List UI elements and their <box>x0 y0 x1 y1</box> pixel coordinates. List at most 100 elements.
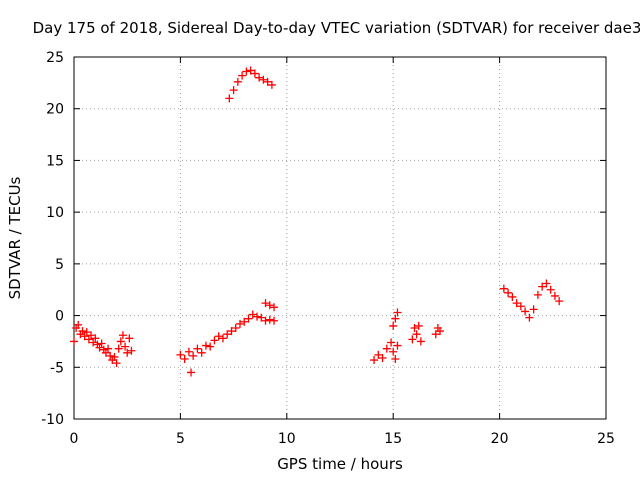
data-point <box>218 334 227 343</box>
data-point <box>193 344 202 353</box>
data-point <box>538 282 547 291</box>
data-point <box>197 348 206 357</box>
data-point <box>233 77 242 86</box>
data-point <box>516 302 525 311</box>
data-point <box>261 299 270 308</box>
data-point <box>270 303 279 312</box>
data-point <box>206 342 215 351</box>
data-point <box>499 284 508 293</box>
data-point <box>370 356 379 365</box>
data-point <box>263 77 272 86</box>
data-point <box>104 344 113 353</box>
y-tick-label: 25 <box>46 50 64 66</box>
data-point <box>82 328 91 337</box>
y-tick-label: 10 <box>46 205 64 221</box>
series-pass-9 <box>431 323 445 339</box>
y-tick-label: -5 <box>50 360 64 376</box>
data-point <box>374 350 383 359</box>
data-point <box>391 314 400 323</box>
data-point <box>225 94 234 103</box>
series-pass-8 <box>408 321 425 346</box>
x-tick-label: 5 <box>176 431 185 447</box>
data-point <box>408 335 417 344</box>
data-point <box>112 359 121 368</box>
data-point <box>533 290 542 299</box>
data-point <box>416 337 425 346</box>
plot-frame <box>73 56 607 420</box>
data-point <box>550 291 559 300</box>
chart-title: Day 175 of 2018, Sidereal Day-to-day VTE… <box>33 19 640 37</box>
data-point <box>265 315 274 324</box>
data-point <box>387 338 396 347</box>
data-point <box>412 330 421 339</box>
y-tick-label: 15 <box>46 153 64 169</box>
data-point <box>97 339 106 348</box>
data-point <box>389 321 398 330</box>
data-point <box>229 86 238 95</box>
data-point <box>189 351 198 360</box>
series-pass-5 <box>225 66 276 103</box>
data-point <box>78 327 87 336</box>
data-point <box>235 319 244 328</box>
x-tick-label: 20 <box>491 431 509 447</box>
data-point <box>70 337 78 346</box>
data-point <box>214 332 223 341</box>
data-point <box>242 67 251 76</box>
x-axis-label: GPS time / hours <box>277 455 403 473</box>
data-point <box>555 297 564 306</box>
data-point <box>250 69 259 78</box>
data-point <box>546 285 555 294</box>
data-point <box>270 316 279 325</box>
data-point <box>382 344 391 353</box>
series-pass-2 <box>114 331 136 357</box>
y-tick-label: 5 <box>55 257 64 273</box>
data-points <box>70 66 564 377</box>
y-axis-label: SDTVAR / TECUs <box>6 176 24 299</box>
data-point <box>74 320 83 329</box>
data-point <box>184 347 193 356</box>
x-tick-label: 10 <box>278 431 296 447</box>
data-point <box>180 355 189 364</box>
data-point <box>512 299 521 308</box>
data-point <box>431 330 440 339</box>
series-pass-10 <box>499 279 564 322</box>
series-pass-6 <box>370 338 402 365</box>
data-point <box>87 331 96 340</box>
data-point <box>508 292 517 301</box>
y-tick-label: 0 <box>55 309 64 325</box>
data-point <box>389 347 398 356</box>
data-point <box>106 351 115 360</box>
series-pass-7 <box>389 308 402 330</box>
data-point <box>529 305 538 314</box>
data-point <box>261 316 270 325</box>
data-point <box>187 368 196 377</box>
series-pass-3 <box>176 310 279 377</box>
data-point <box>125 334 134 343</box>
data-point <box>201 341 210 350</box>
data-point <box>118 331 127 340</box>
data-point <box>80 332 89 341</box>
data-point <box>542 279 551 288</box>
data-point <box>116 337 125 346</box>
data-point <box>393 341 402 350</box>
data-point <box>253 312 262 321</box>
data-point <box>410 323 419 332</box>
data-point <box>227 327 236 336</box>
data-point <box>248 310 257 319</box>
data-point <box>84 335 93 344</box>
data-point <box>259 75 268 84</box>
data-point <box>91 334 100 343</box>
data-point <box>525 313 534 322</box>
data-point <box>436 327 445 336</box>
data-point <box>257 313 266 322</box>
data-point <box>238 71 247 80</box>
data-point <box>223 330 232 339</box>
data-point <box>504 288 513 297</box>
grid <box>74 57 606 419</box>
data-point <box>210 336 219 345</box>
axis-ticks: 0 5 10 15 20 25 -10 -5 0 5 10 15 20 25 <box>41 50 615 447</box>
data-point <box>95 343 104 352</box>
data-point <box>246 66 255 75</box>
x-tick-label: 0 <box>70 431 79 447</box>
